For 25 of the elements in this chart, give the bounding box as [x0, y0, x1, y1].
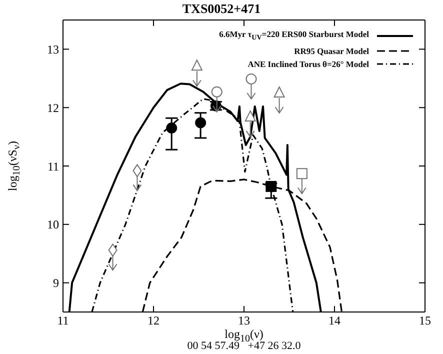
x-tick-label: 11	[57, 314, 69, 328]
point	[246, 73, 257, 84]
point	[296, 168, 308, 180]
x-tick-label: 12	[148, 314, 160, 328]
y-tick-label: 9	[53, 276, 59, 290]
legend-label: ANE Inclined Torus θ=26° Model	[248, 58, 369, 71]
point	[195, 117, 206, 128]
legend-label: RR95 Quasar Model	[294, 44, 369, 58]
point	[132, 164, 142, 178]
x-tick-label: 14	[328, 314, 340, 328]
point	[266, 180, 277, 192]
y-tick-label: 11	[47, 159, 59, 174]
y-tick-label: 13	[47, 42, 59, 56]
x-tick-label: 15	[419, 314, 431, 328]
point	[166, 122, 178, 134]
point	[191, 60, 202, 71]
point	[108, 244, 118, 257]
chart-title: TXS0052+471	[181, 1, 262, 17]
legend-label: 6.6Myr τ$_{UV}$=220 ERS00 Starburst Model	[219, 28, 369, 44]
y-tick-label: 10	[47, 218, 59, 232]
y-tick-label: 12	[47, 100, 59, 115]
point	[211, 86, 222, 98]
point	[274, 86, 285, 98]
point	[244, 110, 256, 122]
x-tick-label: 13	[238, 314, 250, 328]
